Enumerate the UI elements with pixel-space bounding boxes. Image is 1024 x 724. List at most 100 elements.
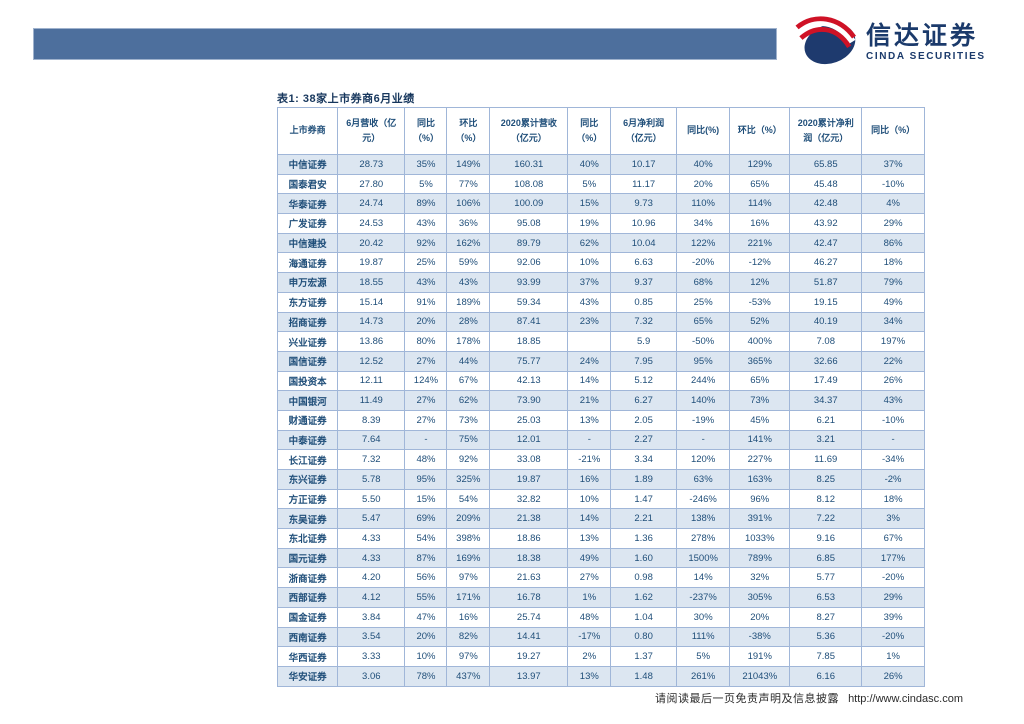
column-header: 2020累计营收（亿元） bbox=[489, 107, 569, 155]
table-row: 中国银河 11.49 27% 62% 73.90 21% 6.27 140% 73% 34.37 4… bbox=[276, 390, 925, 411]
value-cell: 28.73 bbox=[337, 154, 406, 175]
value-cell: 67% bbox=[446, 370, 491, 392]
value-cell: 178% bbox=[446, 331, 491, 352]
value-cell: 171% bbox=[446, 587, 491, 608]
value-cell: 97% bbox=[446, 646, 491, 667]
value-cell: 8.12 bbox=[789, 488, 863, 510]
value-cell: 191% bbox=[729, 646, 791, 667]
value-cell: 63% bbox=[676, 469, 731, 490]
column-header: 同比（%） bbox=[404, 107, 448, 155]
value-cell: 54% bbox=[446, 488, 491, 510]
value-cell: 0.85 bbox=[610, 291, 678, 313]
value-cell: 10% bbox=[567, 252, 612, 274]
value-cell: 77% bbox=[446, 173, 491, 195]
broker-name-cell: 东北证券 bbox=[276, 528, 339, 549]
value-cell: 40% bbox=[567, 154, 612, 175]
value-cell: 21.63 bbox=[489, 567, 569, 589]
value-cell: 2.27 bbox=[610, 429, 678, 451]
value-cell: 17.49 bbox=[789, 370, 863, 392]
value-cell: 1.47 bbox=[610, 488, 678, 510]
value-cell: 95.08 bbox=[489, 213, 569, 234]
value-cell: 24% bbox=[567, 350, 612, 372]
value-cell: 19.27 bbox=[489, 646, 569, 667]
value-cell: 37% bbox=[567, 272, 612, 293]
value-cell: 52% bbox=[729, 311, 791, 333]
table-row: 浙商证券 4.20 56% 97% 21.63 27% 0.98 14% 32% 5.77 -20% bbox=[276, 567, 925, 589]
value-cell: 1% bbox=[861, 646, 925, 667]
value-cell: 189% bbox=[446, 291, 491, 313]
value-cell: 1.89 bbox=[610, 469, 678, 490]
column-header: 同比（%） bbox=[861, 107, 925, 155]
value-cell: 15% bbox=[567, 193, 612, 215]
value-cell: 209% bbox=[446, 508, 491, 530]
value-cell: 13.97 bbox=[489, 665, 569, 687]
value-cell: 69% bbox=[404, 508, 448, 530]
value-cell: 2.05 bbox=[610, 409, 678, 431]
value-cell: 35% bbox=[404, 154, 448, 175]
value-cell: 56% bbox=[404, 567, 448, 589]
value-cell: 51.87 bbox=[789, 272, 863, 293]
value-cell: 3.06 bbox=[337, 665, 406, 687]
value-cell: - bbox=[676, 429, 731, 451]
broker-name-cell: 东兴证券 bbox=[276, 469, 339, 490]
table-row: 东兴证券 5.78 95% 325% 19.87 16% 1.89 63% 163% 8.25 -2… bbox=[276, 469, 925, 490]
broker-name-cell: 中泰证券 bbox=[276, 429, 339, 451]
table-row: 东北证券 4.33 54% 398% 18.86 13% 1.36 278% 1033% 9.16… bbox=[276, 528, 925, 549]
value-cell: 20% bbox=[729, 606, 791, 628]
value-cell: 24.53 bbox=[337, 213, 406, 234]
value-cell: -20% bbox=[861, 626, 925, 648]
table-row: 国金证券 3.84 47% 16% 25.74 48% 1.04 30% 20% 8.27 39% bbox=[276, 606, 925, 628]
table-row: 国泰君安 27.80 5% 77% 108.08 5% 11.17 20% 65% 45.48 -1… bbox=[276, 173, 925, 195]
table-row: 华安证券 3.06 78% 437% 13.97 13% 1.48 261% 21043% 6.1… bbox=[276, 665, 925, 687]
value-cell: 13% bbox=[567, 665, 612, 687]
value-cell: 13% bbox=[567, 409, 612, 431]
value-cell: 55% bbox=[404, 587, 448, 608]
broker-name-cell: 国金证券 bbox=[276, 606, 339, 628]
value-cell: 365% bbox=[729, 350, 791, 372]
value-cell: 49% bbox=[861, 291, 925, 313]
value-cell: 177% bbox=[861, 547, 925, 569]
value-cell: 19.87 bbox=[337, 252, 406, 274]
value-cell: 62% bbox=[567, 232, 612, 254]
value-cell: 32.82 bbox=[489, 488, 569, 510]
table-title: 表1: 38家上市券商6月业绩 bbox=[277, 93, 415, 105]
value-cell: 5.47 bbox=[337, 508, 406, 530]
value-cell: 15.14 bbox=[337, 291, 406, 313]
value-cell: 7.22 bbox=[789, 508, 863, 530]
value-cell: 67% bbox=[861, 528, 925, 549]
value-cell: 15% bbox=[404, 488, 448, 510]
value-cell: 78% bbox=[404, 665, 448, 687]
value-cell: -21% bbox=[567, 449, 612, 470]
value-cell: 227% bbox=[729, 449, 791, 470]
value-cell: 1.62 bbox=[610, 587, 678, 608]
table-row: 华西证券 3.33 10% 97% 19.27 2% 1.37 5% 191% 7.85 1% bbox=[276, 646, 925, 667]
value-cell: 3.33 bbox=[337, 646, 406, 667]
footer-url-link[interactable]: http://www.cindasc.com bbox=[848, 693, 963, 705]
value-cell: 20% bbox=[404, 311, 448, 333]
value-cell: 73% bbox=[729, 390, 791, 411]
value-cell: 39% bbox=[861, 606, 925, 628]
value-cell: 9.37 bbox=[610, 272, 678, 293]
table-row: 申万宏源 18.55 43% 43% 93.99 37% 9.37 68% 12% 51.87 79… bbox=[276, 272, 925, 293]
value-cell: -2% bbox=[861, 469, 925, 490]
value-cell: 43.92 bbox=[789, 213, 863, 234]
value-cell: 92% bbox=[404, 232, 448, 254]
value-cell: 5.36 bbox=[789, 626, 863, 648]
value-cell: 27% bbox=[567, 567, 612, 589]
value-cell: 138% bbox=[676, 508, 731, 530]
value-cell: 20% bbox=[404, 626, 448, 648]
value-cell: 42.13 bbox=[489, 370, 569, 392]
broker-name-cell: 兴业证券 bbox=[276, 331, 339, 352]
value-cell: 3.84 bbox=[337, 606, 406, 628]
value-cell: -50% bbox=[676, 331, 731, 352]
value-cell: -237% bbox=[676, 587, 731, 608]
value-cell: 43% bbox=[567, 291, 612, 313]
value-cell: 169% bbox=[446, 547, 491, 569]
value-cell: 6.16 bbox=[789, 665, 863, 687]
value-cell: 68% bbox=[676, 272, 731, 293]
value-cell: -20% bbox=[676, 252, 731, 274]
value-cell: 86% bbox=[861, 232, 925, 254]
value-cell: 21% bbox=[567, 390, 612, 411]
value-cell: 1.60 bbox=[610, 547, 678, 569]
table-row: 招商证券 14.73 20% 28% 87.41 23% 7.32 65% 52% 40.19 34… bbox=[276, 311, 925, 333]
